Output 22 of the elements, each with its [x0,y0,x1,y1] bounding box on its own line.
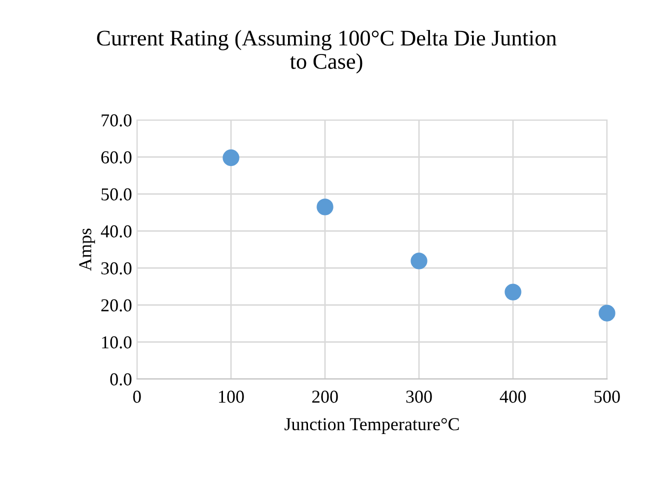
y-tick-label: 50.0 [102,188,132,201]
y-tick-label: 20.0 [101,299,132,312]
point [222,149,240,166]
point [316,198,334,216]
x-axis-title: Junction Temperature°C [284,418,459,434]
y-tick-label: 10.0 [102,336,132,349]
x-tick-label: 200 [312,390,338,403]
x-tick-label: 500 [594,390,620,403]
chart-title: Current Rating (Assuming 100°C Delta Die Juntion to Case) [97,30,557,74]
y-tick-label: 70.0 [102,114,132,127]
y-axis-title: Amps [79,228,95,271]
y-tick-label: 30.0 [101,262,132,275]
y-tick-label: 60.0 [101,151,132,164]
point [410,252,428,270]
x-tick-label: 0 [133,390,141,403]
point [598,304,616,322]
y-tick-label: 0.0 [110,373,132,386]
point [504,284,522,300]
y-tick-label: 40.0 [100,225,132,238]
x-tick-label: 100 [219,390,244,403]
x-tick-label: 300 [406,390,432,403]
x-tick-label: 400 [500,390,526,403]
